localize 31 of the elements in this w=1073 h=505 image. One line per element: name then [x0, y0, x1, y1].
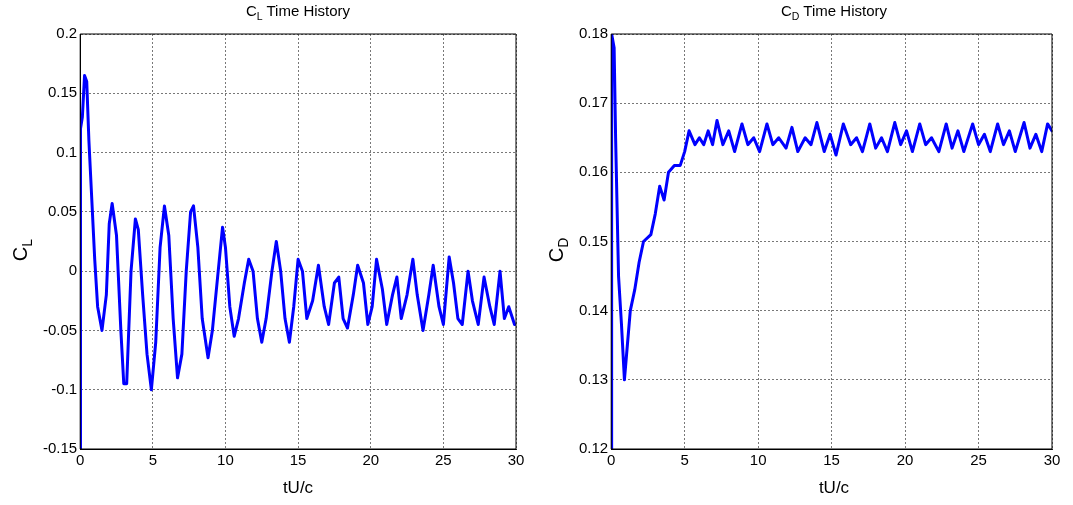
x-axis-title: tU/c [817, 478, 851, 498]
y-tick-label: -0.05 [42, 320, 78, 338]
x-tick-label: 15 [289, 451, 307, 469]
x-tick-label: 10 [217, 451, 234, 469]
x-tick-label: 30 [1043, 451, 1061, 469]
x-tick-label: 5 [148, 451, 157, 469]
y-tick-label: 0.2 [56, 24, 78, 42]
y-tick-label: 0.15 [578, 231, 609, 249]
y-tick-label: 0.15 [47, 83, 78, 101]
x-axis-title: tU/c [281, 478, 315, 498]
y-tick-label: 0.13 [578, 369, 609, 387]
y-tick-label: 0.1 [56, 142, 78, 160]
y-tick-label: 0.05 [47, 202, 78, 219]
y-tick-label: -0.15 [42, 439, 78, 457]
x-tick-label: 30 [507, 451, 525, 469]
y-tick-label: -0.1 [51, 379, 78, 397]
y-tick-label: 0.18 [578, 24, 609, 42]
y-tick-label: 0.12 [578, 439, 609, 457]
x-tick-label: 10 [749, 451, 767, 469]
x-tick-label: 20 [896, 451, 914, 469]
y-tick-label: 0 [68, 261, 78, 279]
chart-title: C$_{L}$ Time History [244, 2, 352, 22]
y-tick-label: 0.17 [578, 93, 609, 111]
x-tick-label: 20 [362, 451, 380, 469]
x-tick-label: 25 [435, 451, 452, 469]
y-tick-label: 0.16 [578, 162, 609, 180]
y-tick-label: 0.14 [578, 300, 609, 318]
x-tick-label: 5 [680, 451, 689, 469]
x-tick-label: 15 [823, 451, 840, 469]
x-tick-label: 25 [970, 451, 987, 469]
chart-title: C$_{D}$ Time History [780, 2, 888, 22]
